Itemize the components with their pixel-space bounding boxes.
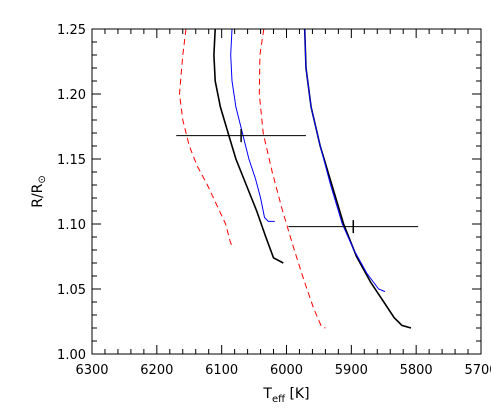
y-tick-label: 1.10 <box>57 218 86 233</box>
x-tick-label: 6100 <box>205 363 238 378</box>
x-tick-label: 5800 <box>400 363 433 378</box>
tick-layer <box>91 28 482 355</box>
y-tick-label: 1.05 <box>57 283 86 298</box>
x-tick-label: 5900 <box>335 363 368 378</box>
x-tick-label: 6000 <box>270 363 303 378</box>
y-axis-label-sub: ⊙ <box>37 175 48 183</box>
y-axis-label-main: R/R <box>30 183 46 207</box>
series-layer <box>178 28 412 329</box>
x-axis-label-main: T <box>262 386 272 402</box>
y-tick-label: 1.20 <box>57 88 86 103</box>
y-axis-label: R/R⊙ <box>30 175 48 208</box>
series-5-line <box>303 28 412 329</box>
x-axis-label-sub: eff <box>272 394 286 405</box>
y-tick-labels: 1.00 1.05 1.10 1.15 1.20 1.25 <box>57 23 86 363</box>
series-4-line <box>258 28 326 329</box>
x-axis-label: Teff [K] <box>262 386 309 405</box>
error-bar-layer <box>176 129 419 234</box>
y-tick-label: 1.00 <box>57 348 86 363</box>
y-tick-label: 1.25 <box>57 23 86 38</box>
y-tick-label: 1.15 <box>57 153 86 168</box>
series-6-line <box>304 28 386 293</box>
series-1-line <box>178 28 235 248</box>
plot-frame <box>91 28 482 355</box>
x-tick-label: 6300 <box>75 363 108 378</box>
series-2-line <box>213 28 284 264</box>
x-tick-labels: 6300 6200 6100 6000 5900 5800 5700 <box>75 363 491 378</box>
x-tick-label: 5700 <box>464 363 491 378</box>
x-tick-label: 6200 <box>140 363 173 378</box>
series-3-line <box>230 28 275 222</box>
x-axis-label-unit: [K] <box>285 386 310 402</box>
